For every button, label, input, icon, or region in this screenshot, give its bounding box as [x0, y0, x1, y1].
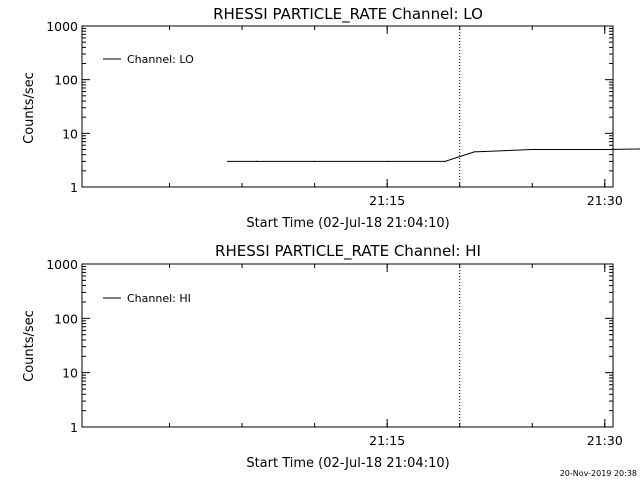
- y-tick-label: 100: [54, 311, 78, 326]
- y-tick-label: 100: [54, 73, 78, 88]
- x-tick-label: 21:30: [587, 433, 623, 448]
- panel-lo: RHESSI PARTICLE_RATE Channel: LO Start T…: [22, 5, 640, 231]
- y-tick-label: 10: [62, 366, 78, 381]
- legend: Channel: HI: [103, 292, 191, 305]
- data-point: [386, 160, 388, 162]
- y-axis-label: Counts/sec: [22, 72, 37, 144]
- x-axis-label: Start Time (02-Jul-18 21:04:10): [246, 216, 449, 231]
- y-axis-label: Counts/sec: [22, 310, 37, 382]
- x-axis-label: Start Time (02-Jul-18 21:04:10): [246, 456, 449, 471]
- chart-title: RHESSI PARTICLE_RATE Channel: HI: [215, 242, 481, 261]
- data-point: [473, 151, 475, 153]
- y-tick-label: 1000: [46, 19, 78, 34]
- legend: Channel: LO: [103, 53, 194, 66]
- data-point: [314, 160, 316, 162]
- x-tick-label: 21:15: [369, 433, 405, 448]
- generation-timestamp: 20-Nov-2019 20:38: [560, 469, 637, 478]
- y-tick-label: 1: [70, 180, 78, 195]
- data-point: [256, 160, 258, 162]
- chart-title: RHESSI PARTICLE_RATE Channel: LO: [213, 5, 483, 24]
- data-point: [604, 148, 606, 151]
- data-point: [444, 160, 446, 162]
- y-tick-label: 10: [62, 126, 78, 141]
- series-line: [227, 148, 640, 162]
- x-tick-label: 21:30: [587, 193, 623, 208]
- y-tick-label: 1: [70, 420, 78, 435]
- x-tick-label: 21:15: [369, 193, 405, 208]
- panel-hi: RHESSI PARTICLE_RATE Channel: HI Start T…: [22, 242, 623, 471]
- plot-frame: [81, 25, 614, 188]
- data-point: [227, 160, 229, 162]
- y-tick-label: 1000: [46, 257, 78, 272]
- plot-frame: [81, 263, 614, 428]
- legend-entry: Channel: LO: [127, 53, 194, 66]
- legend-entry: Channel: HI: [127, 292, 191, 305]
- data-point: [531, 148, 533, 151]
